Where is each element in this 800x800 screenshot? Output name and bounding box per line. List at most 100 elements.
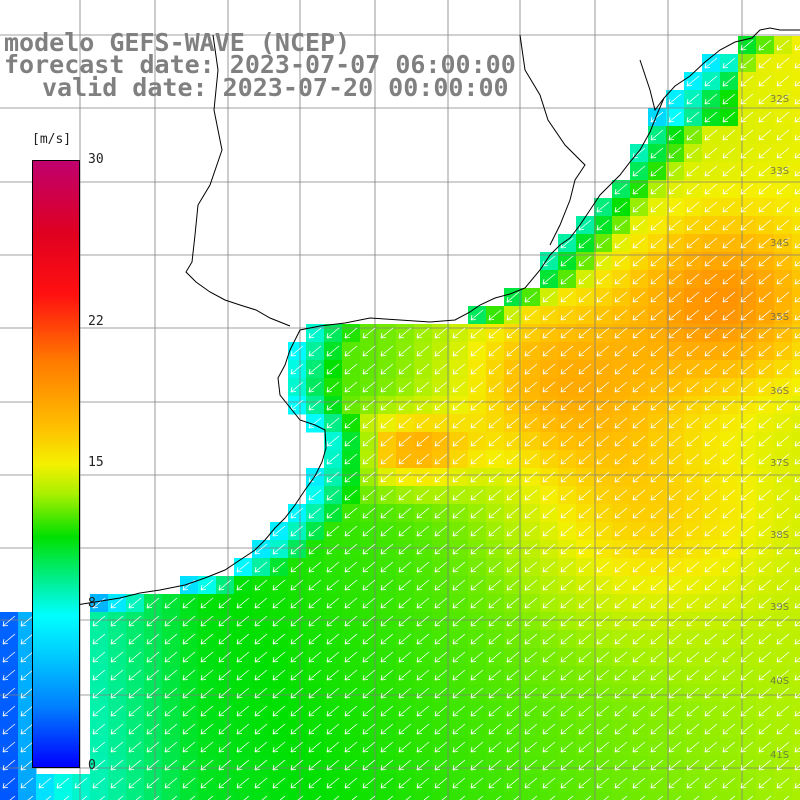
- wind-arrow: [416, 363, 430, 375]
- wind-arrow: [794, 692, 800, 699]
- wind-arrow: [632, 705, 646, 717]
- wind-arrow: [398, 741, 412, 753]
- wind-arrow: [794, 350, 800, 357]
- wind-arrow: [614, 669, 628, 681]
- wind-arrow: [794, 242, 800, 249]
- wind-arrow: [578, 345, 592, 357]
- wind-arrow: [794, 458, 800, 465]
- wind-arrow: [416, 345, 430, 357]
- wind-arrow: [200, 669, 214, 681]
- wind-arrow: [362, 615, 376, 627]
- wind-arrow: [452, 597, 466, 609]
- wind-arrow: [290, 669, 304, 681]
- wind-cell: [198, 792, 217, 800]
- wind-arrow: [783, 795, 790, 800]
- wind-arrow: [740, 723, 754, 735]
- wind-arrow: [614, 183, 628, 195]
- wind-arrow: [369, 795, 376, 800]
- wind-arrow: [218, 723, 232, 735]
- wind-arrow: [722, 201, 736, 213]
- wind-arrow: [488, 741, 502, 753]
- wind-arrow: [560, 363, 574, 375]
- wind-arrow: [758, 291, 772, 303]
- wind-arrow: [200, 759, 214, 771]
- wind-arrow: [398, 327, 412, 339]
- wind-arrow: [632, 345, 646, 357]
- wind-arrow: [758, 651, 772, 663]
- colorbar-tick-label: 22: [88, 313, 104, 329]
- wind-arrow: [632, 759, 646, 771]
- wind-arrow: [326, 651, 340, 663]
- wind-arrow: [596, 543, 610, 555]
- wind-arrow: [650, 723, 664, 735]
- wind-arrow: [506, 417, 520, 429]
- wind-arrow: [506, 453, 520, 465]
- wind-arrow: [254, 759, 268, 771]
- wind-arrow: [380, 723, 394, 735]
- wind-arrow: [722, 759, 736, 771]
- wind-arrow: [506, 507, 520, 519]
- wind-arrow: [200, 615, 214, 627]
- wind-arrow: [722, 93, 736, 105]
- wind-arrow: [794, 728, 800, 735]
- wind-arrow: [578, 309, 592, 321]
- wind-arrow: [20, 651, 34, 663]
- wind-arrow: [362, 723, 376, 735]
- wind-arrow: [578, 399, 592, 411]
- wind-arrow: [632, 471, 646, 483]
- wind-arrow: [92, 651, 106, 663]
- wind-arrow: [765, 795, 772, 800]
- wind-arrow: [416, 687, 430, 699]
- wind-arrow: [434, 741, 448, 753]
- wind-arrow: [362, 705, 376, 717]
- wind-arrow: [693, 795, 700, 800]
- wind-arrow: [578, 291, 592, 303]
- wind-arrow: [704, 579, 718, 591]
- wind-arrow: [200, 687, 214, 699]
- wind-arrow: [380, 453, 394, 465]
- wind-arrow: [488, 615, 502, 627]
- wind-arrow: [380, 489, 394, 501]
- colorbar-unit: [m/s]: [32, 132, 72, 147]
- wind-arrow: [99, 795, 106, 800]
- wind-arrow: [506, 777, 520, 789]
- wind-arrow: [668, 345, 682, 357]
- wind-arrow: [542, 489, 556, 501]
- wind-arrow: [632, 507, 646, 519]
- wind-arrow: [794, 746, 800, 753]
- wind-arrow: [254, 615, 268, 627]
- wind-arrow: [513, 795, 520, 800]
- wind-arrow: [776, 111, 790, 123]
- wind-arrow: [668, 507, 682, 519]
- wind-arrow: [236, 651, 250, 663]
- wind-arrow: [758, 165, 772, 177]
- wind-arrow: [776, 363, 790, 375]
- wind-arrow: [344, 381, 358, 393]
- wind-arrow: [686, 597, 700, 609]
- wind-arrow: [722, 291, 736, 303]
- wind-arrow: [290, 363, 304, 375]
- wind-arrow: [344, 417, 358, 429]
- wind-arrow: [776, 759, 790, 771]
- wind-arrow: [560, 309, 574, 321]
- wind-arrow: [560, 687, 574, 699]
- wind-arrow: [668, 525, 682, 537]
- wind-arrow: [560, 561, 574, 573]
- wind-arrow: [470, 561, 484, 573]
- wind-arrow: [362, 597, 376, 609]
- latitude-label: 40S: [770, 676, 790, 687]
- wind-arrow: [164, 777, 178, 789]
- wind-arrow: [578, 705, 592, 717]
- wind-arrow: [614, 651, 628, 663]
- wind-arrow: [740, 291, 754, 303]
- wind-arrow: [182, 741, 196, 753]
- wind-arrow: [290, 615, 304, 627]
- wind-arrow: [542, 471, 556, 483]
- colorbar-tick-label: 15: [88, 455, 104, 470]
- wind-arrow: [279, 795, 286, 800]
- wind-arrow: [542, 273, 556, 285]
- wind-arrow: [92, 723, 106, 735]
- wind-arrow: [218, 669, 232, 681]
- wind-arrow: [470, 705, 484, 717]
- wind-arrow: [794, 296, 800, 303]
